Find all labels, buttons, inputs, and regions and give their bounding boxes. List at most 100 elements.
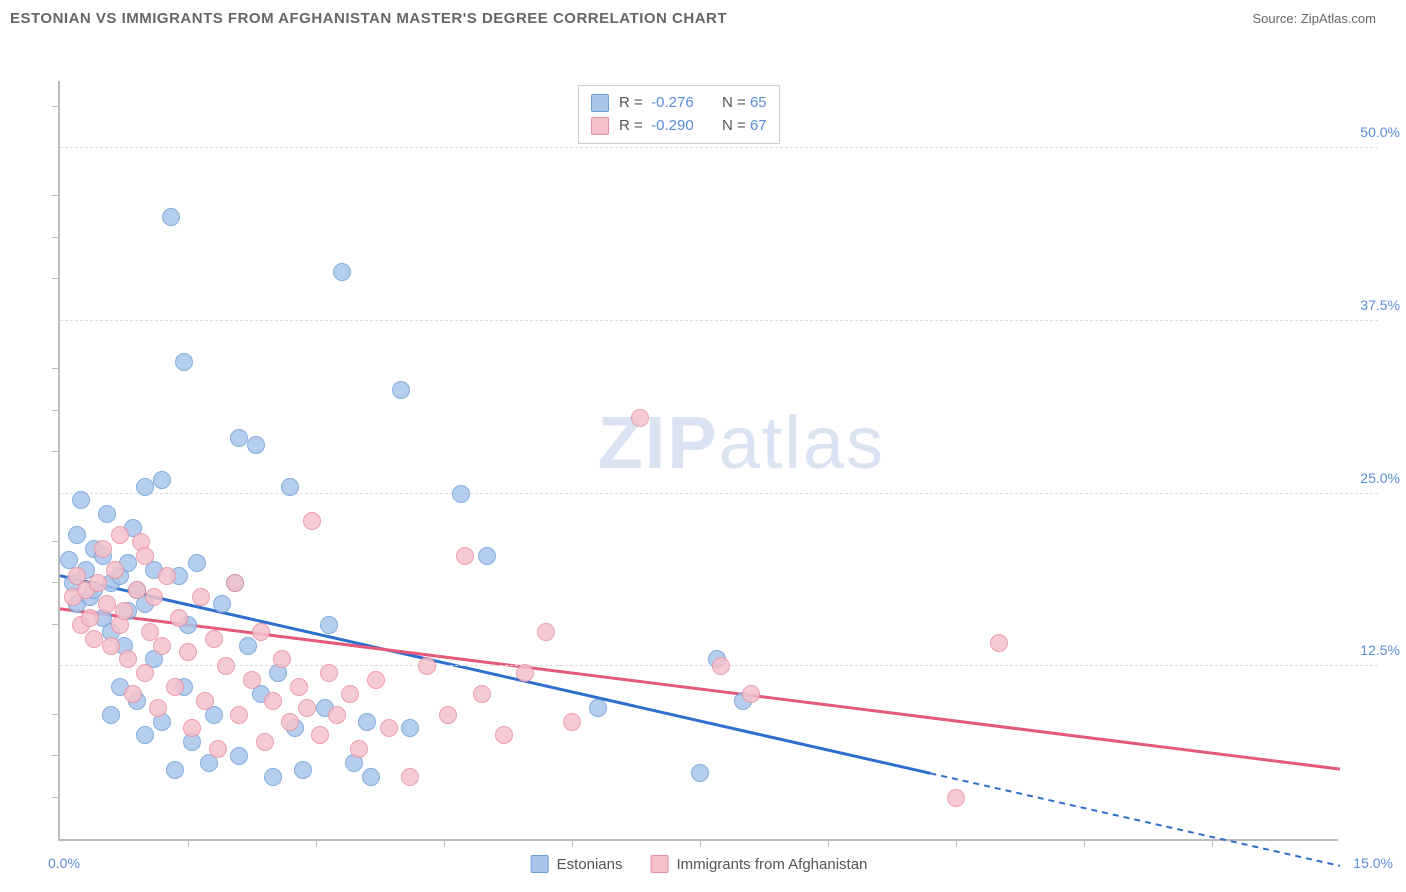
data-point (170, 609, 188, 627)
legend-item: Immigrants from Afghanistan (650, 855, 867, 873)
data-point (294, 761, 312, 779)
x-axis-start-label: 0.0% (48, 855, 80, 871)
data-point (119, 650, 137, 668)
y-tick (52, 541, 60, 542)
data-point (102, 706, 120, 724)
data-point (213, 595, 231, 613)
y-tick (52, 410, 60, 411)
data-point (153, 637, 171, 655)
x-tick (700, 839, 701, 847)
data-point (252, 623, 270, 641)
data-point (136, 547, 154, 565)
data-point (72, 491, 90, 509)
data-point (226, 574, 244, 592)
data-point (341, 685, 359, 703)
data-point (563, 713, 581, 731)
series-swatch (531, 855, 549, 873)
x-axis-end-label: 15.0% (1353, 855, 1393, 871)
data-point (94, 540, 112, 558)
data-point (209, 740, 227, 758)
data-point (192, 588, 210, 606)
data-point (230, 747, 248, 765)
data-point (631, 409, 649, 427)
y-tick (52, 755, 60, 756)
chart-title: ESTONIAN VS IMMIGRANTS FROM AFGHANISTAN … (10, 10, 727, 27)
data-point (264, 692, 282, 710)
series-swatch (591, 117, 609, 135)
data-point (712, 657, 730, 675)
data-point (990, 634, 1008, 652)
data-point (158, 567, 176, 585)
data-point (537, 623, 555, 641)
x-tick (572, 839, 573, 847)
x-tick (444, 839, 445, 847)
x-tick (188, 839, 189, 847)
data-point (473, 685, 491, 703)
data-point (145, 588, 163, 606)
r-stat: R = -0.290 (619, 115, 694, 138)
series-legend: Estonians Immigrants from Afghanistan (531, 855, 868, 873)
data-point (230, 429, 248, 447)
data-point (136, 726, 154, 744)
y-tick (52, 278, 60, 279)
y-tick (52, 237, 60, 238)
data-point (392, 381, 410, 399)
source-link[interactable]: ZipAtlas.com (1301, 11, 1376, 26)
data-point (102, 637, 120, 655)
data-point (162, 208, 180, 226)
data-point (89, 574, 107, 592)
x-tick (828, 839, 829, 847)
x-tick (956, 839, 957, 847)
data-point (298, 699, 316, 717)
source-credit: Source: ZipAtlas.com (1252, 11, 1376, 26)
n-stat: N = 67 (722, 115, 767, 138)
y-tick (52, 797, 60, 798)
legend-item: Estonians (531, 855, 623, 873)
y-tick-label: 25.0% (1360, 470, 1400, 486)
data-point (111, 526, 129, 544)
data-point (742, 685, 760, 703)
data-point (128, 581, 146, 599)
data-point (290, 678, 308, 696)
regression-lines (60, 81, 1340, 841)
y-tick (52, 195, 60, 196)
data-point (362, 768, 380, 786)
data-point (418, 657, 436, 675)
data-point (60, 551, 78, 569)
data-point (230, 706, 248, 724)
data-point (153, 471, 171, 489)
y-tick (52, 451, 60, 452)
y-tick (52, 714, 60, 715)
data-point (478, 547, 496, 565)
stats-row: R = -0.276 N = 65 (591, 92, 767, 115)
data-point (367, 671, 385, 689)
data-point (691, 764, 709, 782)
y-tick-label: 12.5% (1360, 642, 1400, 658)
series-swatch (650, 855, 668, 873)
x-tick (316, 839, 317, 847)
y-tick-label: 37.5% (1360, 297, 1400, 313)
data-point (247, 436, 265, 454)
data-point (81, 609, 99, 627)
data-point (196, 692, 214, 710)
y-tick (52, 624, 60, 625)
data-point (179, 643, 197, 661)
y-tick (52, 368, 60, 369)
data-point (311, 726, 329, 744)
data-point (166, 761, 184, 779)
data-point (947, 789, 965, 807)
plot-area: ZIPatlas R = -0.276 N = 65R = -0.290 N =… (58, 81, 1338, 841)
data-point (452, 485, 470, 503)
data-point (328, 706, 346, 724)
data-point (183, 719, 201, 737)
data-point (98, 595, 116, 613)
r-stat: R = -0.276 (619, 92, 694, 115)
y-tick (52, 582, 60, 583)
data-point (136, 478, 154, 496)
data-point (68, 526, 86, 544)
data-point (273, 650, 291, 668)
data-point (106, 561, 124, 579)
data-point (264, 768, 282, 786)
data-point (456, 547, 474, 565)
data-point (281, 713, 299, 731)
